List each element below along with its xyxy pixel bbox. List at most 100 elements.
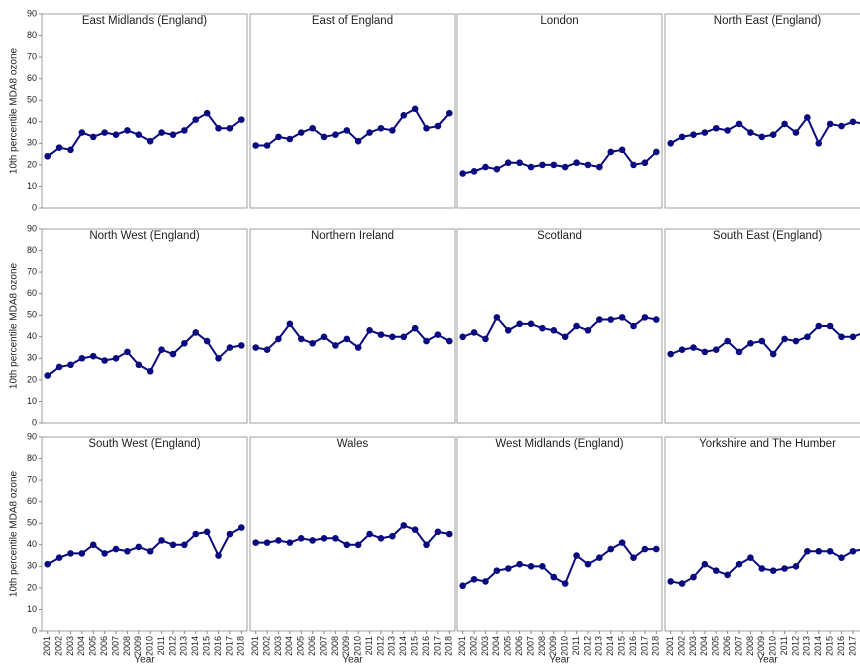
mean-point bbox=[423, 337, 430, 345]
mean-point bbox=[423, 541, 430, 549]
x-tick-label: 2003 bbox=[480, 636, 490, 656]
mean-point bbox=[573, 552, 580, 559]
mean-point bbox=[263, 346, 271, 354]
x-tick-label: 2004 bbox=[491, 636, 501, 656]
panel-title: North West (England) bbox=[89, 230, 200, 242]
x-tick-label: 2012 bbox=[790, 636, 800, 656]
mean-point bbox=[434, 331, 442, 338]
mean-point bbox=[44, 152, 51, 160]
panel-frame bbox=[664, 13, 860, 209]
x-tick-label: 2004 bbox=[699, 636, 709, 656]
mean-point bbox=[561, 580, 569, 587]
mean-point bbox=[263, 142, 271, 149]
mean-point bbox=[849, 333, 857, 341]
mean-point bbox=[446, 109, 453, 117]
mean-point bbox=[826, 322, 834, 330]
mean-point bbox=[781, 565, 788, 572]
panel-title: East of England bbox=[312, 15, 393, 27]
x-tick-label: 2002 bbox=[468, 636, 478, 656]
mean-point bbox=[758, 133, 766, 141]
mean-point bbox=[55, 144, 63, 151]
panel-title: West Midlands (England) bbox=[495, 438, 623, 450]
mean-point bbox=[724, 127, 731, 134]
mean-point bbox=[203, 528, 211, 536]
panel-title: Wales bbox=[337, 438, 369, 450]
mean-point bbox=[792, 129, 800, 136]
x-tick-label: 2013 bbox=[179, 636, 189, 656]
mean-point bbox=[297, 335, 305, 343]
mean-point bbox=[712, 124, 720, 132]
mean-point bbox=[181, 127, 188, 134]
mean-point bbox=[297, 535, 305, 542]
mean-point bbox=[44, 372, 51, 379]
x-tick-label: 2018 bbox=[859, 636, 860, 656]
mean-point bbox=[55, 554, 63, 562]
y-tick-label: 50 bbox=[27, 518, 37, 528]
mean-point bbox=[769, 350, 777, 358]
panel-title: South West (England) bbox=[88, 438, 200, 450]
x-tick-label: 2010 bbox=[353, 636, 363, 656]
mean-point bbox=[158, 346, 165, 354]
mean-point bbox=[618, 314, 626, 321]
y-tick-label: 30 bbox=[27, 138, 37, 148]
mean-point bbox=[309, 339, 316, 347]
mean-point bbox=[504, 327, 512, 334]
x-tick-label: 2016 bbox=[213, 636, 223, 656]
x-tick-label: 2007 bbox=[733, 636, 743, 656]
mean-point bbox=[67, 361, 74, 369]
mean-point bbox=[804, 333, 811, 341]
x-tick-label: 2016 bbox=[421, 636, 431, 656]
mean-point bbox=[482, 163, 489, 171]
x-tick-label: 2012 bbox=[375, 636, 385, 656]
x-tick-label: 2013 bbox=[387, 636, 397, 656]
mean-point bbox=[354, 541, 362, 549]
mean-point bbox=[309, 537, 316, 544]
mean-point bbox=[158, 537, 165, 544]
mean-point bbox=[550, 573, 558, 581]
mean-point bbox=[618, 539, 626, 546]
mean-point bbox=[181, 541, 188, 549]
x-tick-label: 2002 bbox=[261, 636, 271, 656]
x-tick-label: 2018 bbox=[236, 636, 246, 656]
mean-point bbox=[815, 140, 823, 147]
mean-point bbox=[226, 124, 234, 132]
mean-point bbox=[135, 361, 143, 369]
mean-point bbox=[653, 148, 660, 156]
mean-point bbox=[446, 337, 453, 345]
mean-point bbox=[203, 109, 211, 117]
x-tick-label: 2017 bbox=[432, 636, 442, 656]
x-tick-label: 2015 bbox=[410, 636, 420, 656]
y-tick-label: 30 bbox=[27, 353, 37, 363]
x-tick-label: 2010 bbox=[145, 636, 155, 656]
x-tick-label: 2006 bbox=[722, 636, 732, 656]
mean-point bbox=[400, 522, 408, 529]
mean-point bbox=[203, 337, 211, 345]
x-tick-label: 2005 bbox=[88, 636, 98, 656]
mean-point bbox=[389, 532, 396, 540]
mean-point bbox=[252, 344, 259, 351]
mean-point bbox=[607, 316, 615, 323]
mean-point bbox=[67, 146, 74, 154]
x-tick-label: 2005 bbox=[296, 636, 306, 656]
mean-point bbox=[493, 567, 501, 574]
mean-point bbox=[135, 131, 143, 139]
x-tick-label: 2015 bbox=[825, 636, 835, 656]
mean-point bbox=[400, 333, 408, 341]
y-tick-label: 60 bbox=[27, 496, 37, 506]
mean-point bbox=[389, 127, 396, 134]
mean-point bbox=[55, 363, 63, 371]
y-tick-label: 20 bbox=[27, 159, 37, 169]
mean-point bbox=[320, 535, 328, 542]
y-tick-label: 50 bbox=[27, 310, 37, 320]
x-tick-label: 2008 bbox=[745, 636, 755, 656]
x-tick-label: 2001 bbox=[665, 636, 675, 656]
x-tick-label: 2018 bbox=[651, 636, 661, 656]
mean-point bbox=[630, 161, 637, 169]
mean-point bbox=[792, 563, 800, 570]
mean-point bbox=[275, 537, 282, 544]
mean-point bbox=[366, 129, 373, 136]
mean-point bbox=[124, 127, 131, 134]
mean-point bbox=[826, 120, 834, 128]
mean-point bbox=[678, 580, 686, 587]
panel-title: South East (England) bbox=[713, 230, 822, 242]
